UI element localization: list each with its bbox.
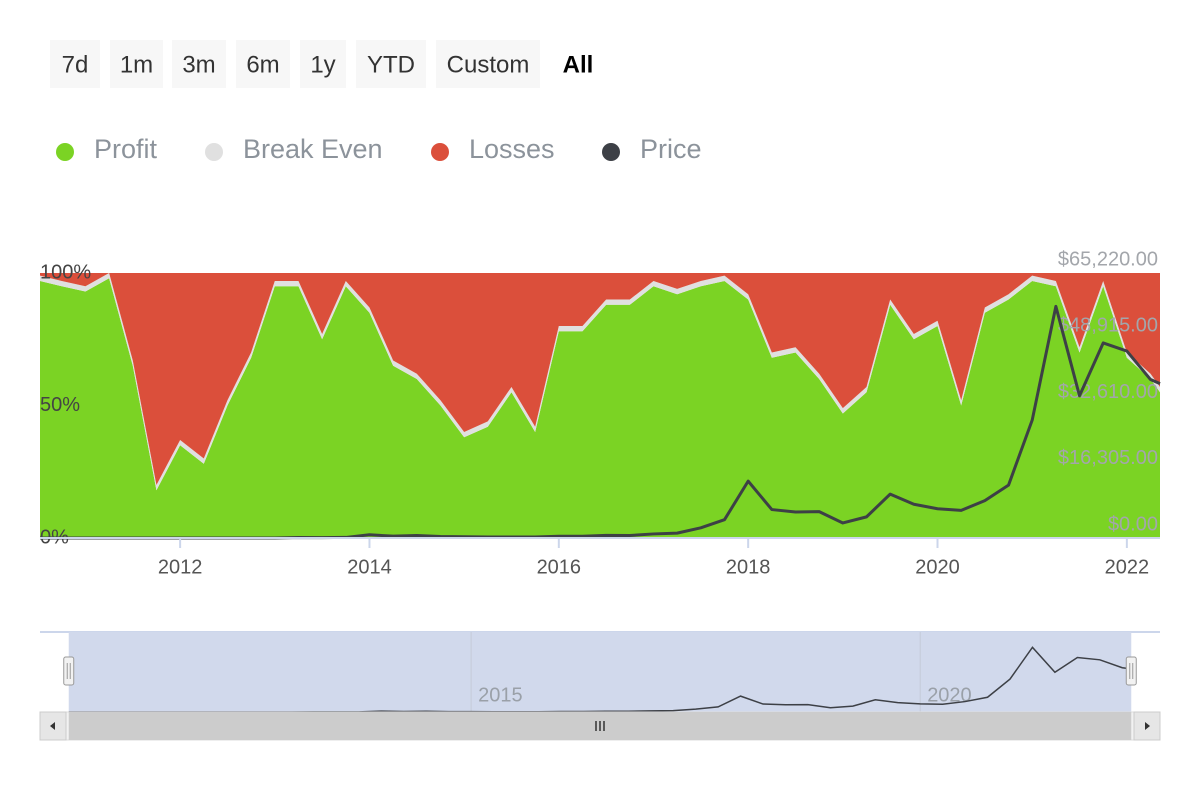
range-button[interactable] xyxy=(110,40,163,88)
range-button[interactable] xyxy=(300,40,346,88)
legend-marker[interactable] xyxy=(205,143,223,161)
legend-label[interactable]: Profit xyxy=(94,134,158,164)
range-button[interactable] xyxy=(356,40,426,88)
y2-tick-label: $16,305.00 xyxy=(1058,447,1158,469)
navigator-handle[interactable] xyxy=(1125,656,1137,686)
range-button-label[interactable]: 6m xyxy=(246,51,279,78)
navigator-handle[interactable] xyxy=(63,656,75,686)
scrollbar-right-arrow xyxy=(1145,722,1150,730)
range-button-label[interactable]: 3m xyxy=(182,51,215,78)
navigator-tick-label: 2020 xyxy=(927,684,972,706)
range-button-label[interactable]: Custom xyxy=(447,51,530,78)
area xyxy=(40,278,1160,538)
range-button-label[interactable]: 7d xyxy=(62,51,89,78)
scrollbar-left-arrow xyxy=(50,722,55,730)
x-tick-label: 2018 xyxy=(726,556,771,578)
legend-marker[interactable] xyxy=(602,143,620,161)
navigator-tick-label: 2015 xyxy=(478,684,523,706)
y-tick-label: 100% xyxy=(40,261,91,283)
y2-tick-label: $48,915.00 xyxy=(1058,315,1158,337)
range-button-label[interactable]: YTD xyxy=(367,51,415,78)
legend-label[interactable]: Break Even xyxy=(243,134,383,164)
legend-marker[interactable] xyxy=(431,143,449,161)
x-tick-label: 2016 xyxy=(537,556,582,578)
y2-tick-label: $0.00 xyxy=(1108,513,1158,535)
x-tick-label: 2012 xyxy=(158,556,203,578)
range-button[interactable] xyxy=(236,40,290,88)
range-button-label[interactable]: 1m xyxy=(120,51,153,78)
legend-marker[interactable] xyxy=(56,143,74,161)
x-tick-label: 2014 xyxy=(347,556,392,578)
x-tick-label: 2022 xyxy=(1105,556,1150,578)
range-button[interactable] xyxy=(172,40,226,88)
range-button-label[interactable]: 1y xyxy=(310,51,335,78)
range-button-label[interactable]: All xyxy=(563,51,594,78)
legend-label[interactable]: Price xyxy=(640,134,702,164)
x-tick-label: 2020 xyxy=(915,556,960,578)
y2-tick-label: $65,220.00 xyxy=(1058,248,1158,270)
y-tick-label: 50% xyxy=(40,394,80,416)
navigator-selection xyxy=(68,632,1132,712)
range-button[interactable] xyxy=(436,40,540,88)
y2-tick-label: $32,610.00 xyxy=(1058,381,1158,403)
area xyxy=(40,273,1160,485)
range-button[interactable] xyxy=(50,40,100,88)
legend-label[interactable]: Losses xyxy=(469,134,555,164)
